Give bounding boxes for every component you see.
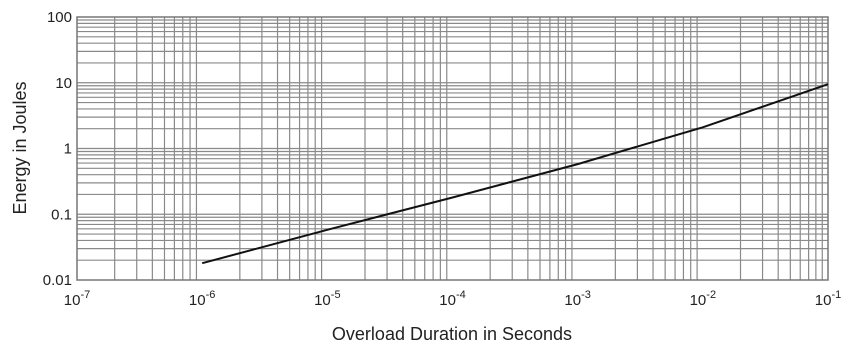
x-tick-label: 10-7	[64, 289, 90, 309]
grid-lines	[77, 17, 828, 280]
x-tick-label: 10-2	[690, 289, 716, 309]
y-tick-label: 1	[64, 141, 72, 158]
tick-labels: 10-7 10-6 10-5 10-4 10-3 10-2 10-1 0.01 0.1 1 10 10…	[43, 9, 841, 309]
energy-curve	[201, 83, 829, 265]
x-tick-label: 10-4	[439, 289, 465, 309]
series-layer	[201, 83, 829, 265]
x-axis-title: Overload Duration in Seconds	[332, 324, 572, 344]
y-axis-title: Energy in Joules	[10, 81, 30, 214]
y-tick-label: 10	[55, 75, 72, 92]
x-tick-label: 10-5	[314, 289, 340, 309]
x-tick-label: 10-1	[815, 289, 841, 309]
x-tick-label: 10-3	[564, 289, 590, 309]
y-tick-label: 0.01	[43, 272, 72, 289]
y-tick-label: 100	[47, 9, 72, 26]
y-tick-label: 0.1	[51, 206, 72, 223]
x-tick-label: 10-6	[189, 289, 215, 309]
plot-frame	[76, 16, 829, 281]
